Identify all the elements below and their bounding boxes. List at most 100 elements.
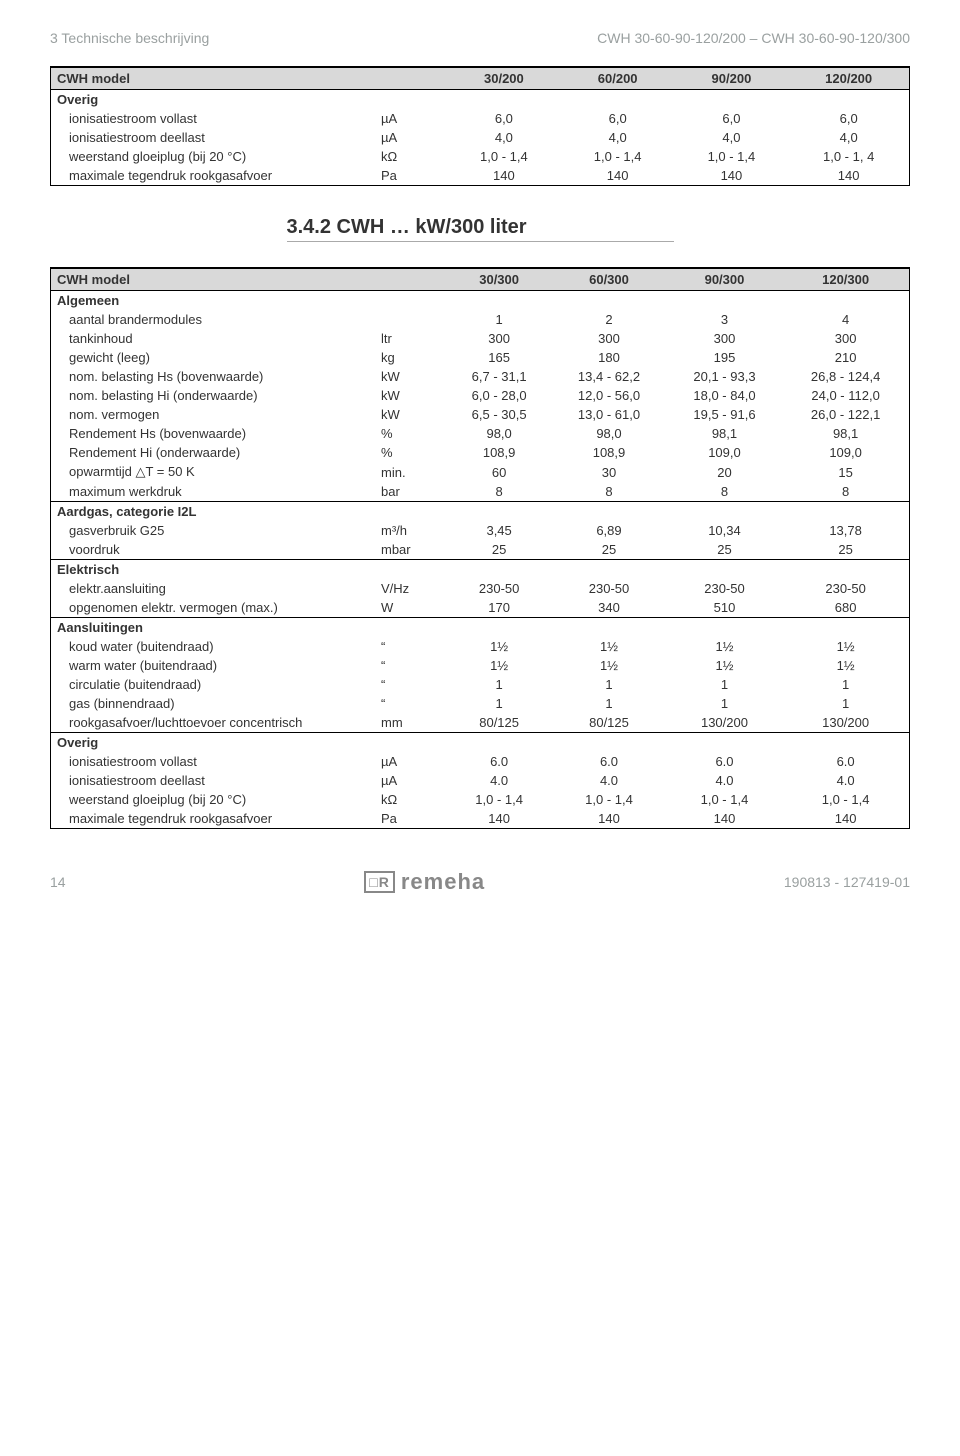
cell: 4.0	[551, 771, 666, 790]
cell: 1½	[782, 656, 909, 675]
col-head: 60/200	[561, 68, 675, 90]
cell: 130/200	[667, 713, 782, 733]
col-head: 90/200	[675, 68, 789, 90]
cell: 6,7 - 31,1	[447, 367, 551, 386]
page-number: 14	[50, 874, 66, 890]
cell: 3,45	[447, 521, 551, 540]
cell: 6,0 - 28,0	[447, 386, 551, 405]
cell: 130/200	[782, 713, 909, 733]
cell: 1,0 - 1,4	[447, 147, 561, 166]
row-label: rookgasafvoer/luchttoevoer concentrisch	[51, 713, 375, 733]
page-header: 3 Technische beschrijving CWH 30-60-90-1…	[50, 30, 910, 46]
row-unit: mbar	[375, 540, 447, 560]
cell: 140	[782, 809, 909, 828]
cell: 8	[447, 482, 551, 502]
cell: 6,5 - 30,5	[447, 405, 551, 424]
cell: 170	[447, 598, 551, 618]
row-unit: m³/h	[375, 521, 447, 540]
cell: 10,34	[667, 521, 782, 540]
cell: 6,0	[675, 109, 789, 128]
cell: 1,0 - 1,4	[782, 790, 909, 809]
cell: 165	[447, 348, 551, 367]
row-label: weerstand gloeiplug (bij 20 °C)	[51, 147, 375, 166]
table1-box: CWH model30/20060/20090/200120/200Overig…	[50, 66, 910, 186]
row-unit: W	[375, 598, 447, 618]
row-label: weerstand gloeiplug (bij 20 °C)	[51, 790, 375, 809]
row-label: ionisatiestroom deellast	[51, 771, 375, 790]
cell: 300	[447, 329, 551, 348]
cell: 6.0	[447, 752, 551, 771]
cell: 98,1	[782, 424, 909, 443]
header-left: 3 Technische beschrijving	[50, 30, 209, 46]
row-unit	[375, 310, 447, 329]
model-label: CWH model	[51, 68, 375, 90]
logo-text: remeha	[401, 869, 485, 895]
row-label: gas (binnendraad)	[51, 694, 375, 713]
cell: 60	[447, 462, 551, 482]
row-label: aantal brandermodules	[51, 310, 375, 329]
col-head: 90/300	[667, 269, 782, 291]
cell: 680	[782, 598, 909, 618]
cell: 2	[551, 310, 666, 329]
group-title: Algemeen	[51, 291, 909, 311]
row-label: warm water (buitendraad)	[51, 656, 375, 675]
cell: 1,0 - 1,4	[447, 790, 551, 809]
cell: 140	[551, 809, 666, 828]
cell: 340	[551, 598, 666, 618]
cell: 1	[447, 694, 551, 713]
cell: 12,0 - 56,0	[551, 386, 666, 405]
cell: 140	[788, 166, 909, 185]
row-label: maximum werkdruk	[51, 482, 375, 502]
row-unit: Pa	[375, 166, 447, 185]
row-label: opgenomen elektr. vermogen (max.)	[51, 598, 375, 618]
cell: 1½	[551, 637, 666, 656]
row-unit: µA	[375, 128, 447, 147]
cell: 26,8 - 124,4	[782, 367, 909, 386]
cell: 20	[667, 462, 782, 482]
cell: 1,0 - 1,4	[551, 790, 666, 809]
col-head: 120/200	[788, 68, 909, 90]
row-label: maximale tegendruk rookgasafvoer	[51, 166, 375, 185]
row-label: maximale tegendruk rookgasafvoer	[51, 809, 375, 828]
row-label: tankinhoud	[51, 329, 375, 348]
cell: 140	[447, 166, 561, 185]
cell: 1½	[447, 656, 551, 675]
row-unit: V/Hz	[375, 579, 447, 598]
cell: 8	[551, 482, 666, 502]
cell: 26,0 - 122,1	[782, 405, 909, 424]
cell: 1	[667, 675, 782, 694]
row-label: nom. vermogen	[51, 405, 375, 424]
row-label: nom. belasting Hs (bovenwaarde)	[51, 367, 375, 386]
table1: CWH model30/20060/20090/200120/200Overig…	[51, 67, 909, 185]
cell: 19,5 - 91,6	[667, 405, 782, 424]
col-head: 30/300	[447, 269, 551, 291]
row-unit: µA	[375, 109, 447, 128]
section-title: 3.4.2 CWH … kW/300 liter	[287, 216, 674, 242]
row-label: opwarmtijd △T = 50 K	[51, 462, 375, 482]
cell: 18,0 - 84,0	[667, 386, 782, 405]
cell: 13,0 - 61,0	[551, 405, 666, 424]
row-label: Rendement Hs (bovenwaarde)	[51, 424, 375, 443]
cell: 1½	[447, 637, 551, 656]
row-label: ionisatiestroom vollast	[51, 109, 375, 128]
cell: 1,0 - 1,4	[675, 147, 789, 166]
row-unit: µA	[375, 771, 447, 790]
model-label: CWH model	[51, 269, 375, 291]
header-right: CWH 30-60-90-120/200 – CWH 30-60-90-120/…	[597, 30, 910, 46]
cell: 230-50	[782, 579, 909, 598]
cell: 195	[667, 348, 782, 367]
cell: 6,89	[551, 521, 666, 540]
cell: 108,9	[447, 443, 551, 462]
cell: 80/125	[551, 713, 666, 733]
cell: 24,0 - 112,0	[782, 386, 909, 405]
row-unit: kΩ	[375, 790, 447, 809]
row-label: nom. belasting Hi (onderwaarde)	[51, 386, 375, 405]
cell: 230-50	[667, 579, 782, 598]
row-unit: “	[375, 637, 447, 656]
brand-logo: □R remeha	[364, 869, 485, 895]
cell: 4,0	[675, 128, 789, 147]
row-label: voordruk	[51, 540, 375, 560]
cell: 1	[551, 675, 666, 694]
logo-icon: □R	[364, 871, 395, 893]
cell: 13,78	[782, 521, 909, 540]
